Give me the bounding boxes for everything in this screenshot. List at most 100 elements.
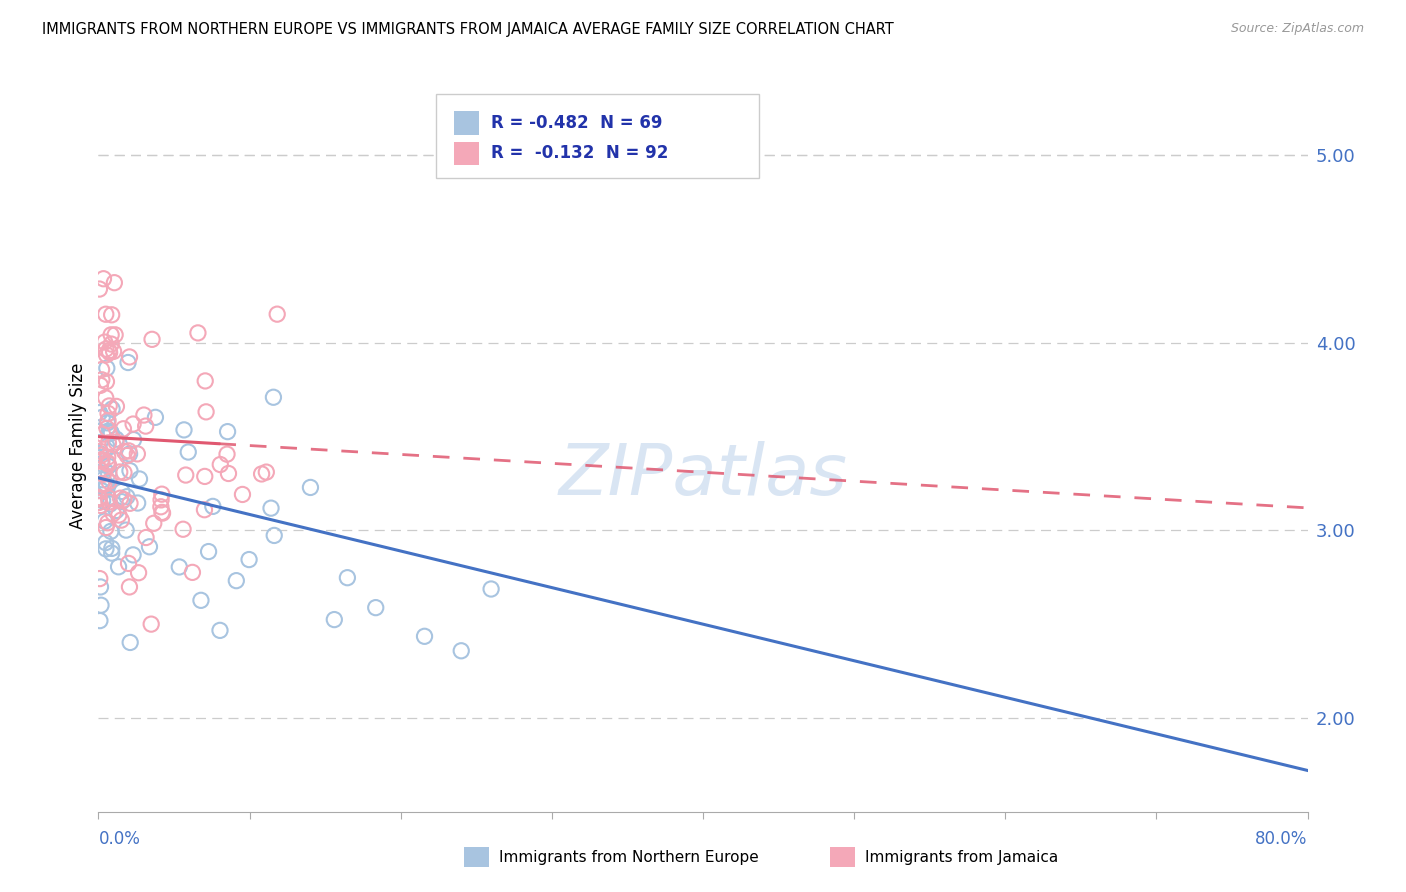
Point <box>97 467 120 481</box>
Point <box>238 552 260 566</box>
Point <box>90 373 112 387</box>
Text: R = -0.482  N = 69: R = -0.482 N = 69 <box>491 114 662 132</box>
Point <box>105 400 128 414</box>
Point <box>94 535 117 549</box>
Point <box>132 408 155 422</box>
Point <box>97 491 120 505</box>
Point <box>128 472 150 486</box>
Point <box>90 476 112 491</box>
Point <box>112 422 135 436</box>
Point <box>90 362 112 376</box>
Point <box>96 455 118 469</box>
Point <box>225 574 247 588</box>
Point <box>93 335 115 350</box>
Point <box>174 468 197 483</box>
Point <box>115 523 138 537</box>
Point <box>97 436 120 450</box>
Point <box>138 540 160 554</box>
Point <box>105 503 128 517</box>
Point <box>105 435 128 450</box>
Point <box>104 327 127 342</box>
Point <box>98 497 121 511</box>
Point <box>479 582 502 596</box>
Point <box>93 514 115 528</box>
Point <box>101 507 124 521</box>
Point <box>90 483 112 498</box>
Point <box>89 491 111 506</box>
Point <box>260 501 283 516</box>
Point <box>112 492 135 507</box>
Point <box>127 496 149 510</box>
Point <box>101 437 124 451</box>
Point <box>195 405 218 419</box>
Point <box>98 425 121 439</box>
Point <box>152 506 174 520</box>
Point <box>96 479 118 493</box>
Point <box>105 453 128 467</box>
Point <box>90 454 112 468</box>
Point <box>194 374 217 388</box>
Point <box>94 541 117 556</box>
Point <box>336 571 359 585</box>
Point <box>262 390 284 404</box>
Point <box>197 544 219 558</box>
Point <box>89 444 111 458</box>
Point <box>97 343 120 358</box>
Point <box>122 433 145 447</box>
Point <box>145 410 167 425</box>
Point <box>96 348 118 362</box>
Point <box>150 487 173 501</box>
Point <box>90 499 112 513</box>
Point <box>89 378 111 392</box>
Point <box>94 307 117 321</box>
Point <box>89 406 111 420</box>
Point <box>135 531 157 545</box>
Point <box>117 557 139 571</box>
Point <box>94 482 117 496</box>
Y-axis label: Average Family Size: Average Family Size <box>69 363 87 529</box>
Point <box>94 520 117 534</box>
Point <box>108 465 131 479</box>
Point <box>118 496 141 510</box>
Point <box>97 516 120 530</box>
Point <box>96 421 118 435</box>
Point <box>118 447 141 461</box>
Point <box>135 419 157 434</box>
Point <box>115 449 138 463</box>
Point <box>90 457 112 471</box>
Point <box>98 399 121 413</box>
Text: Immigrants from Jamaica: Immigrants from Jamaica <box>865 850 1057 864</box>
Point <box>89 435 111 450</box>
Point <box>209 458 232 472</box>
Point <box>107 559 129 574</box>
Point <box>201 500 224 514</box>
Point <box>111 494 134 508</box>
Point <box>98 475 121 489</box>
Point <box>89 282 111 296</box>
Text: Source: ZipAtlas.com: Source: ZipAtlas.com <box>1230 22 1364 36</box>
Point <box>231 487 253 501</box>
Point <box>90 598 112 612</box>
Point <box>103 276 125 290</box>
Point <box>141 617 163 632</box>
Point <box>100 546 122 560</box>
Point <box>97 414 120 428</box>
Point <box>141 332 163 346</box>
Point <box>118 444 141 458</box>
Point <box>91 493 114 508</box>
Point <box>118 350 141 364</box>
Point <box>90 452 112 467</box>
Point <box>100 426 122 441</box>
Point <box>90 448 112 462</box>
Point <box>93 271 115 285</box>
Point <box>118 580 141 594</box>
Point <box>114 444 136 458</box>
Point <box>94 342 117 356</box>
Point <box>413 629 436 643</box>
Point <box>127 447 149 461</box>
Point <box>97 495 120 509</box>
Point <box>299 480 322 494</box>
Point <box>122 417 145 431</box>
Point <box>98 345 121 359</box>
Point <box>190 593 212 607</box>
